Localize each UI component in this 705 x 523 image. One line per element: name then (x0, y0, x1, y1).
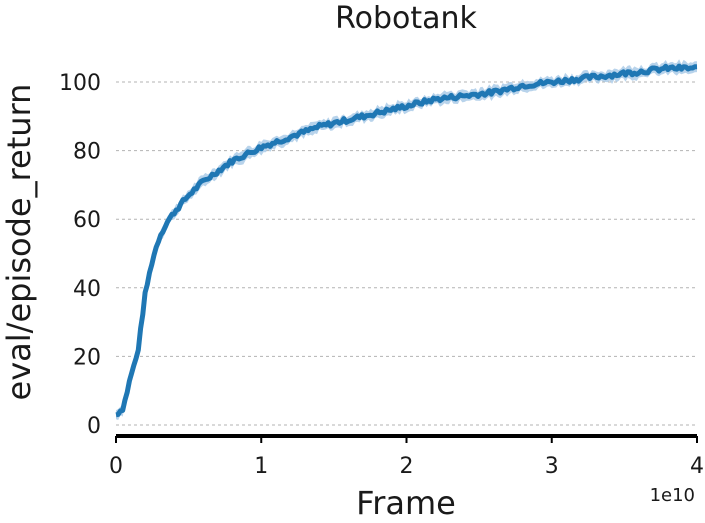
y-tick-label-100: 100 (59, 71, 101, 96)
x-tick-label-2: 2 (400, 454, 414, 479)
x-tick-label-3: 3 (545, 454, 559, 479)
y-tick-label-40: 40 (73, 277, 101, 302)
y-tick-label-20: 20 (73, 345, 101, 370)
x-tick-label-4: 4 (690, 454, 704, 479)
x-axis-label: Frame (356, 484, 456, 522)
confidence-band (116, 59, 697, 421)
chart-title: Robotank (335, 1, 477, 36)
grid-lines (116, 81, 697, 426)
x-tick-label-0: 0 (109, 454, 123, 479)
y-axis-label: eval/episode_return (0, 84, 38, 401)
y-tick-label-80: 80 (73, 140, 101, 165)
series-line (115, 63, 698, 418)
x-tick-label-1: 1 (254, 454, 268, 479)
x-ticks: 0 1 2 3 4 (109, 436, 704, 479)
y-tick-label-0: 0 (87, 414, 101, 439)
y-tick-label-60: 60 (73, 208, 101, 233)
y-ticks: 0 20 40 60 80 100 (59, 71, 101, 439)
x-offset-label: 1e10 (650, 485, 695, 506)
